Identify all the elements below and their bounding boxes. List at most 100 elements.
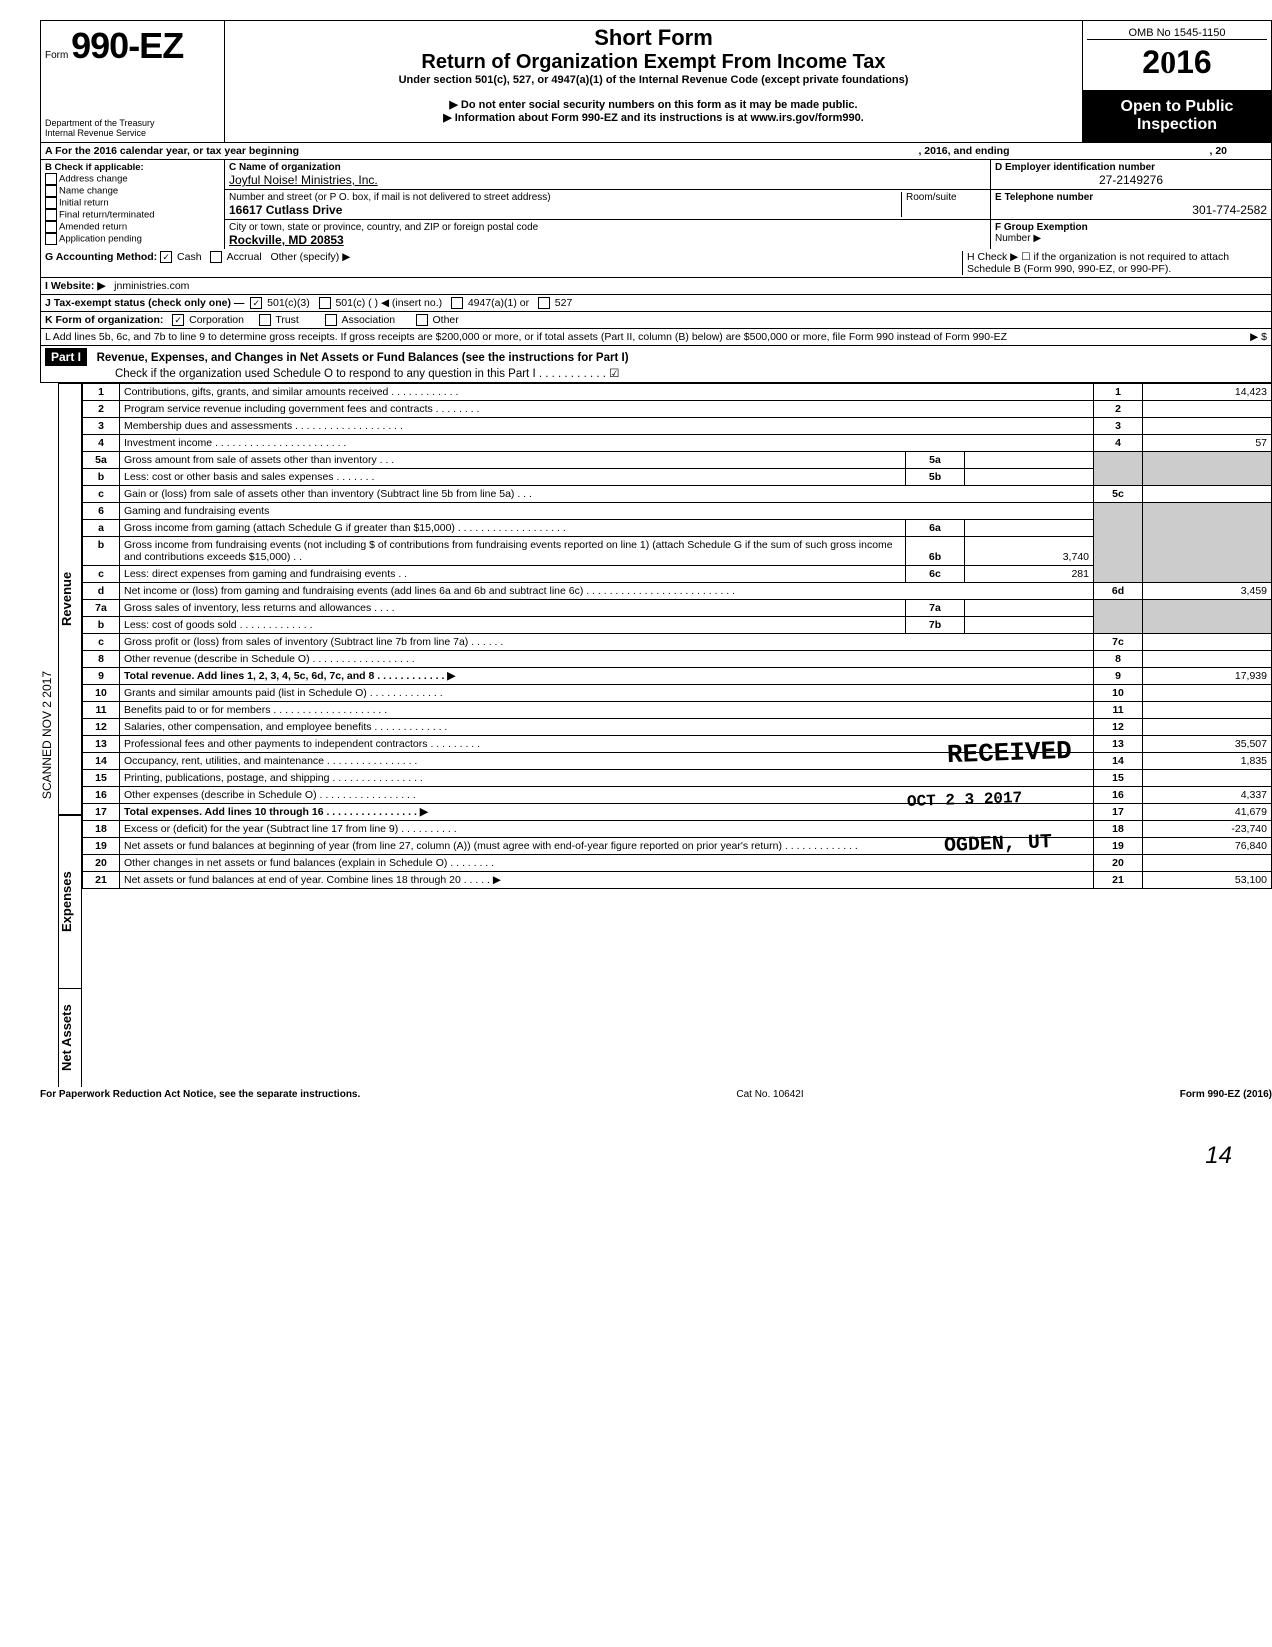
checkbox-icon[interactable]: ✓ [172, 314, 184, 326]
footer-right: Form 990-EZ (2016) [1180, 1089, 1272, 1100]
c-addr-row: Number and street (or P O. box, if mail … [225, 190, 990, 220]
line-7c: cGross profit or (loss) from sales of in… [83, 634, 1272, 651]
org-name: Joyful Noise! Ministries, Inc. [229, 173, 378, 187]
info-block: B Check if applicable: Address change Na… [40, 160, 1272, 249]
part1-check: Check if the organization used Schedule … [115, 368, 619, 380]
checkbox-icon[interactable] [259, 314, 271, 326]
right-col: D Employer identification number 27-2149… [990, 160, 1271, 249]
line-5c: cGain or (loss) from sale of assets othe… [83, 486, 1272, 503]
data-table: 1Contributions, gifts, grants, and simil… [82, 383, 1272, 889]
line-12: 12Salaries, other compensation, and empl… [83, 719, 1272, 736]
line-16: 16Other expenses (describe in Schedule O… [83, 787, 1272, 804]
instructions-cell: ▶ Do not enter social security numbers o… [225, 90, 1082, 142]
form-number: 990-EZ [71, 25, 183, 66]
section-e: E Telephone number 301-774-2582 [991, 190, 1271, 220]
line-6c: cLess: direct expenses from gaming and f… [83, 566, 1272, 583]
b-opt-4: Amended return [45, 221, 220, 233]
footer: For Paperwork Reduction Act Notice, see … [40, 1087, 1272, 1102]
l-amount: ▶ $ [1147, 331, 1267, 343]
b-opt-3: Final return/terminated [45, 209, 220, 221]
city-state-zip: Rockville, MD 20853 [229, 233, 344, 247]
line-6d: dNet income or (loss) from gaming and fu… [83, 583, 1272, 600]
section-c: C Name of organization Joyful Noise! Min… [225, 160, 990, 249]
checkbox-icon[interactable] [319, 297, 331, 309]
l-text: L Add lines 5b, 6c, and 7b to line 9 to … [45, 331, 1147, 343]
line-5b: bLess: cost or other basis and sales exp… [83, 469, 1272, 486]
c-city-row: City or town, state or province, country… [225, 220, 990, 249]
open-to-public: Open to Public Inspection [1082, 90, 1271, 142]
line-20: 20Other changes in net assets or fund ba… [83, 855, 1272, 872]
line-17: 17Total expenses. Add lines 10 through 1… [83, 804, 1272, 821]
checkbox-icon[interactable] [538, 297, 550, 309]
omb-year-cell: OMB No 1545-1150 2016 [1082, 21, 1271, 90]
line-7a: 7aGross sales of inventory, less returns… [83, 600, 1272, 617]
form-990ez: Form 990-EZ Short Form Return of Organiz… [40, 20, 1272, 1170]
addr-label: Number and street (or P O. box, if mail … [229, 192, 551, 203]
footer-mid: Cat No. 10642I [736, 1089, 803, 1100]
checkbox-icon[interactable] [451, 297, 463, 309]
line-6a: aGross income from gaming (attach Schedu… [83, 520, 1272, 537]
line-a-mid: , 2016, and ending [918, 145, 1009, 157]
checkbox-icon[interactable] [416, 314, 428, 326]
checkbox-icon[interactable]: ✓ [160, 251, 172, 263]
room-suite: Room/suite [901, 192, 986, 217]
short-form-label: Short Form [233, 25, 1074, 51]
checkbox-icon[interactable] [325, 314, 337, 326]
line-6b: bGross income from fundraising events (n… [83, 537, 1272, 566]
k-label: K Form of organization: [45, 314, 163, 326]
line-8: 8Other revenue (describe in Schedule O) … [83, 651, 1272, 668]
line-21: 21Net assets or fund balances at end of … [83, 872, 1272, 889]
checkbox-icon[interactable] [45, 185, 57, 197]
checkbox-icon[interactable] [45, 221, 57, 233]
line-a: A For the 2016 calendar year, or tax yea… [40, 143, 1272, 160]
netassets-label: Net Assets [58, 988, 82, 1087]
phone: 301-774-2582 [995, 203, 1267, 217]
line-4: 4Investment income . . . . . . . . . . .… [83, 435, 1272, 452]
ssn-warning: ▶ Do not enter social security numbers o… [233, 98, 1074, 111]
b-opt-1: Name change [45, 185, 220, 197]
line-2: 2Program service revenue including gover… [83, 401, 1272, 418]
b-opt-0: Address change [45, 173, 220, 185]
line-11: 11Benefits paid to or for members . . . … [83, 702, 1272, 719]
c-label: C Name of organization [229, 162, 341, 173]
checkbox-icon[interactable] [45, 209, 57, 221]
line-l: L Add lines 5b, 6c, and 7b to line 9 to … [40, 329, 1272, 346]
ein: 27-2149276 [995, 173, 1267, 187]
revenue-label: Revenue [58, 383, 82, 815]
checkbox-icon[interactable] [45, 173, 57, 185]
line-3: 3Membership dues and assessments . . . .… [83, 418, 1272, 435]
d-label: D Employer identification number [995, 162, 1155, 173]
h-label: H Check ▶ ☐ if the organization is not r… [962, 251, 1267, 275]
footer-left: For Paperwork Reduction Act Notice, see … [40, 1089, 360, 1100]
form-prefix: Form [45, 50, 68, 61]
f-label: F Group Exemption [995, 222, 1088, 233]
line-6: 6Gaming and fundraising events [83, 503, 1272, 520]
line-j: J Tax-exempt status (check only one) — ✓… [40, 295, 1272, 312]
website: jnministries.com [114, 280, 189, 292]
scanned-stamp: SCANNED NOV 2 2017 [40, 671, 54, 799]
b-opt-5: Application pending [45, 233, 220, 245]
checkbox-icon[interactable] [210, 251, 222, 263]
page-number: 14 [40, 1142, 1272, 1170]
form-number-cell: Form 990-EZ [41, 21, 225, 90]
part1-label: Part I [45, 348, 87, 366]
line-a-end: , 20 [1209, 145, 1227, 157]
line-g-h: G Accounting Method: ✓ Cash Accrual Othe… [40, 249, 1272, 278]
tax-year: 2016 [1087, 39, 1267, 81]
dept-cell: Department of the Treasury Internal Reve… [41, 90, 225, 142]
checkbox-icon[interactable] [45, 197, 57, 209]
title-cell: Short Form Return of Organization Exempt… [225, 21, 1082, 90]
checkbox-icon[interactable] [45, 233, 57, 245]
line-9: 9Total revenue. Add lines 1, 2, 3, 4, 5c… [83, 668, 1272, 685]
header-bottom: Department of the Treasury Internal Reve… [40, 90, 1272, 143]
line-k: K Form of organization: ✓ Corporation Tr… [40, 312, 1272, 329]
checkbox-icon[interactable]: ✓ [250, 297, 262, 309]
j-label: J Tax-exempt status (check only one) — [45, 297, 244, 309]
line-14: 14Occupancy, rent, utilities, and mainte… [83, 753, 1272, 770]
line-i: I Website: ▶ jnministries.com [40, 278, 1272, 295]
dept-irs: Internal Revenue Service [45, 128, 220, 138]
expenses-label: Expenses [58, 815, 82, 988]
street-address: 16617 Cutlass Drive [229, 203, 342, 217]
return-title: Return of Organization Exempt From Incom… [233, 51, 1074, 74]
section-f: F Group Exemption Number ▶ [991, 220, 1271, 246]
